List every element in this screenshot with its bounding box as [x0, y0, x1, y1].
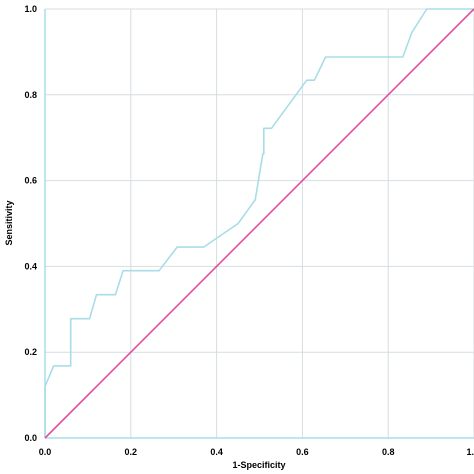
- y-tick-label: 0.0: [24, 433, 37, 443]
- y-tick-label: 0.6: [24, 176, 37, 186]
- y-tick-label: 0.2: [24, 347, 37, 357]
- x-tick-label: 0.2: [125, 447, 138, 457]
- x-tick-label: 0.8: [382, 447, 395, 457]
- roc-curve-line: [44, 8, 474, 438]
- y-tick-label: 0.4: [24, 261, 37, 271]
- x-tick-label: 0.4: [210, 447, 223, 457]
- x-tick-label: 0.0: [39, 447, 52, 457]
- axes: [44, 9, 474, 439]
- y-tick-label: 1.0: [24, 4, 37, 14]
- tick-labels: 0.0 0.2 0.4 0.6 0.8 1. 0.0 0.2 0.4 0.6 0.8 1.0: [24, 4, 474, 457]
- grid-lines: [45, 8, 474, 438]
- reference-diagonal-line: [44, 8, 474, 439]
- x-tick-label: 1.: [466, 447, 474, 457]
- y-tick-label: 0.8: [24, 90, 37, 100]
- x-axis-label: 1-Specificity: [232, 460, 285, 470]
- series-lines: [44, 8, 474, 439]
- y-axis-label: Sensitivity: [4, 200, 14, 245]
- x-tick-label: 0.6: [296, 447, 309, 457]
